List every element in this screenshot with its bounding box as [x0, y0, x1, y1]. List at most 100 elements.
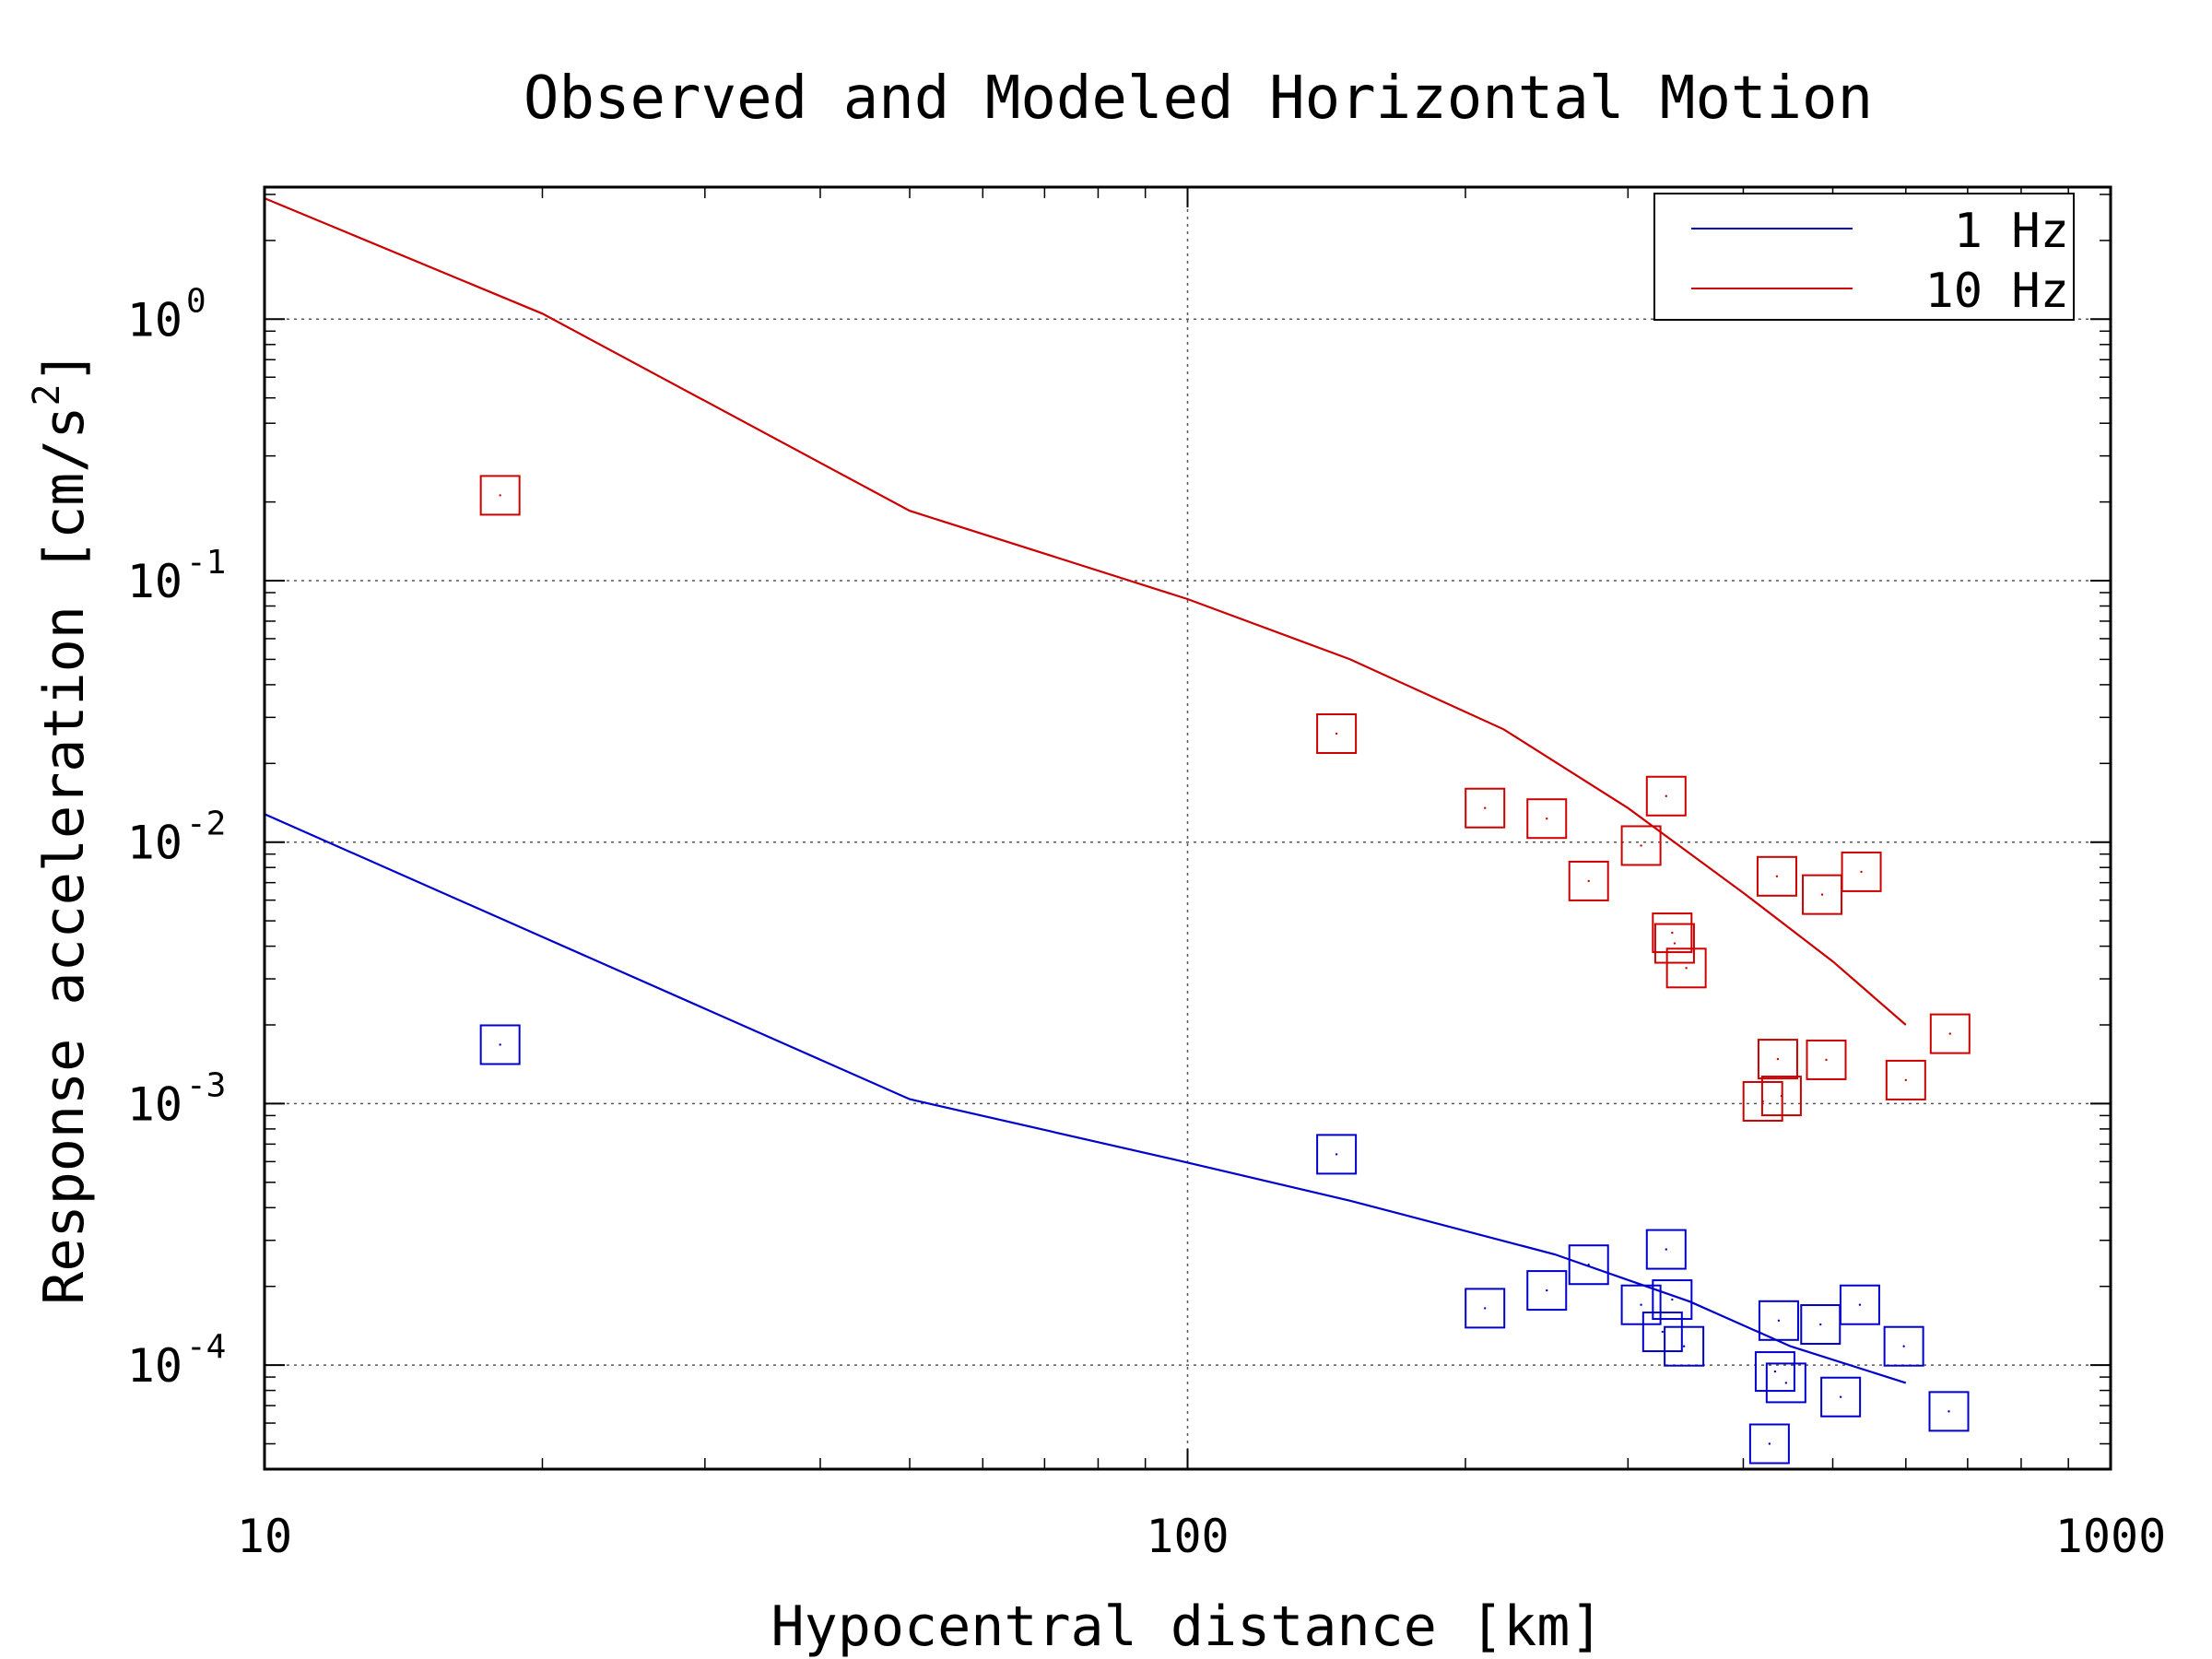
- observed-point-center: [1671, 931, 1674, 935]
- observed-point-1hz: [1765, 1362, 1806, 1404]
- y-axis-label-close: ]: [32, 350, 97, 383]
- observed-point-center: [1777, 1319, 1781, 1323]
- observed-point-center: [1546, 1288, 1548, 1292]
- observed-point-center: [1682, 1345, 1686, 1347]
- observed-point-center: [1947, 1410, 1950, 1413]
- observed-point-10hz: [1568, 860, 1609, 901]
- plot-frame: [263, 185, 2112, 1471]
- observed-point-center: [1784, 1382, 1788, 1384]
- observed-point-center: [1761, 1100, 1764, 1103]
- observed-point-center: [1546, 818, 1548, 820]
- model-line-1hz: [264, 813, 1907, 1384]
- chart-title: Observed and Modeled Horizontal Motion: [524, 65, 1873, 133]
- observed-point-center: [499, 1043, 501, 1046]
- legend-box: [1653, 193, 2075, 321]
- observed-point-1hz: [1758, 1300, 1799, 1341]
- y-axis-label-sup: 2: [26, 383, 68, 406]
- x-tick-label: 1000: [2055, 1510, 2166, 1563]
- observed-point-center: [1904, 1078, 1908, 1082]
- observed-point-1hz: [1754, 1351, 1795, 1393]
- observed-point-center: [1820, 893, 1824, 896]
- observed-point-center: [1484, 1307, 1487, 1310]
- observed-point-center: [1587, 879, 1590, 883]
- observed-point-10hz: [1665, 947, 1707, 989]
- observed-point-1hz: [1820, 1376, 1862, 1418]
- observed-point-1hz: [1620, 1284, 1662, 1325]
- y-tick-exponent: 0: [186, 282, 206, 320]
- observed-point-10hz: [1526, 798, 1568, 840]
- observed-point-10hz: [1756, 855, 1797, 897]
- observed-point-center: [1858, 1303, 1862, 1306]
- y-tick-label: 10: [127, 1077, 182, 1131]
- observed-point-center: [1665, 1248, 1667, 1251]
- observed-point-center: [1685, 967, 1688, 970]
- observed-point-1hz: [1839, 1284, 1880, 1325]
- observed-point-1hz: [1645, 1229, 1687, 1270]
- observed-point-10hz: [1465, 787, 1506, 829]
- observed-point-center: [1768, 1442, 1771, 1445]
- legend-label-1hz: 1 Hz: [1954, 204, 2069, 259]
- minor-ticks: [264, 187, 2112, 1470]
- legend: 1 Hz 10 Hz: [1653, 193, 2075, 321]
- observed-point-10hz: [1620, 825, 1662, 866]
- model-line-10hz: [264, 197, 1907, 1026]
- observed-point-10hz: [1885, 1059, 1926, 1100]
- observed-point-center: [1671, 1298, 1674, 1301]
- observed-point-center: [1484, 806, 1487, 809]
- observed-point-10hz: [1653, 923, 1695, 964]
- x-tick-labels: 10 100 1000: [237, 1510, 2166, 1563]
- grid-lines: [265, 187, 2111, 1469]
- observed-point-center: [1775, 875, 1779, 878]
- legend-label-10hz: 10 Hz: [1924, 264, 2069, 319]
- observed-point-1hz: [1748, 1423, 1790, 1465]
- observed-point-center: [1776, 1057, 1780, 1061]
- x-axis-label: Hypocentral distance [km]: [771, 1594, 1603, 1659]
- observed-point-1hz: [1883, 1325, 1924, 1367]
- observed-point-center: [1860, 870, 1863, 874]
- y-tick-label: 10: [127, 293, 182, 347]
- observed-point-center: [1587, 1264, 1590, 1266]
- observed-point-10hz: [1806, 1039, 1847, 1080]
- observed-point-1hz: [1316, 1134, 1358, 1175]
- observed-point-1hz: [1664, 1325, 1705, 1367]
- observed-point-10hz: [1316, 712, 1358, 754]
- observed-point-1hz: [479, 1024, 521, 1065]
- observed-point-1hz: [1526, 1270, 1568, 1312]
- observed-point-10hz: [1742, 1080, 1783, 1122]
- observed-point-center: [1773, 1370, 1777, 1373]
- observed-points: [479, 475, 1971, 1465]
- observed-point-center: [1673, 942, 1677, 945]
- observed-point-10hz: [1757, 1039, 1798, 1080]
- svg-text:Response acceleration [cm/s2]: Response acceleration [cm/s2]: [26, 350, 97, 1305]
- observed-point-10hz: [1645, 775, 1687, 817]
- observed-point-10hz: [1929, 1013, 1971, 1054]
- observed-point-10hz: [1841, 851, 1882, 892]
- observed-point-center: [1665, 794, 1667, 797]
- observed-point-center: [1839, 1395, 1842, 1398]
- y-tick-exponent: -3: [186, 1066, 226, 1104]
- observed-point-1hz: [1928, 1391, 1970, 1432]
- y-tick-exponent: -1: [186, 544, 226, 582]
- x-tick-label: 10: [237, 1510, 292, 1563]
- observed-point-center: [1825, 1058, 1828, 1062]
- observed-point-10hz: [479, 475, 521, 516]
- y-tick-exponent: -4: [186, 1328, 226, 1366]
- model-lines: [264, 197, 1907, 1384]
- observed-point-10hz: [1802, 874, 1843, 915]
- observed-point-center: [1335, 732, 1338, 735]
- y-tick-label: 10: [127, 1339, 182, 1393]
- observed-point-1hz: [1568, 1244, 1609, 1286]
- y-tick-label: 10: [127, 555, 182, 608]
- observed-point-center: [499, 494, 501, 497]
- observed-point-center: [1661, 1330, 1665, 1334]
- observed-point-center: [1640, 844, 1642, 847]
- observed-point-1hz: [1465, 1288, 1506, 1329]
- observed-point-10hz: [1652, 912, 1693, 954]
- observed-point-center: [1819, 1323, 1822, 1326]
- y-tick-label: 10: [127, 817, 182, 870]
- y-axis-label-main: Response acceleration [cm/s: [32, 406, 97, 1304]
- observed-point-center: [1948, 1032, 1952, 1035]
- observed-point-center: [1902, 1345, 1905, 1347]
